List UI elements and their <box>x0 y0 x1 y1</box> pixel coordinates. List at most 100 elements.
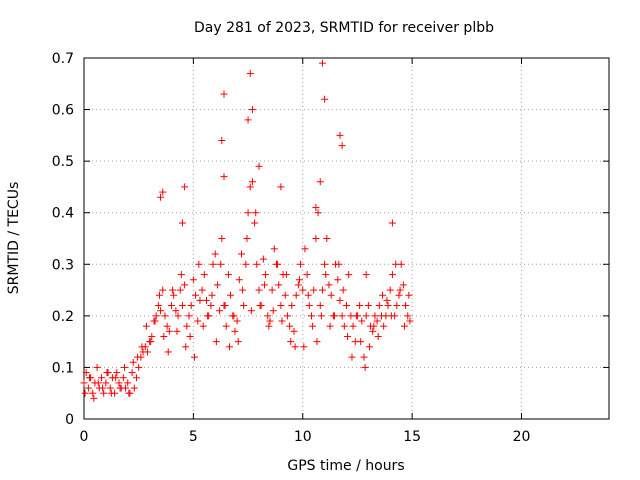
data-point <box>168 302 175 310</box>
data-point <box>152 312 160 320</box>
data-point <box>265 322 273 330</box>
data-point <box>360 353 368 361</box>
data-point <box>259 255 267 263</box>
data-point <box>244 209 252 217</box>
data-point <box>195 260 203 268</box>
y-tick-label: 0.2 <box>52 309 74 325</box>
data-point <box>252 209 260 217</box>
data-point <box>373 317 381 325</box>
data-point <box>371 312 379 320</box>
data-point <box>369 327 377 335</box>
data-point <box>388 219 396 227</box>
data-point <box>199 322 207 330</box>
data-point <box>288 302 296 310</box>
data-point <box>291 343 299 351</box>
data-point <box>268 286 276 294</box>
data-point <box>399 281 407 289</box>
data-point <box>192 291 200 299</box>
y-tick-label: 0.6 <box>52 103 74 119</box>
data-point <box>190 353 198 361</box>
data-point <box>240 302 248 310</box>
data-point <box>338 312 346 320</box>
data-point <box>134 353 142 361</box>
data-point <box>370 322 378 330</box>
data-point <box>147 338 155 346</box>
data-point <box>176 286 184 294</box>
data-point <box>317 312 325 320</box>
data-point <box>308 312 315 320</box>
data-point <box>330 312 338 320</box>
data-point <box>189 276 197 284</box>
chart-title: Day 281 of 2023, SRMTID for receiver plb… <box>194 20 494 36</box>
data-point <box>235 276 243 284</box>
data-point <box>247 307 255 315</box>
data-point <box>220 90 228 98</box>
data-point <box>208 291 216 299</box>
data-point <box>255 162 263 170</box>
data-point <box>218 235 226 242</box>
data-point <box>242 260 250 268</box>
data-point <box>172 307 180 315</box>
data-point <box>282 271 290 279</box>
data-point <box>200 271 208 279</box>
data-point <box>80 379 88 387</box>
data-point <box>133 374 140 382</box>
data-point <box>231 327 239 335</box>
data-point <box>292 291 300 299</box>
data-point <box>393 302 401 310</box>
x-axis-ticks: 0 5 10 15 20 <box>80 58 530 445</box>
data-point <box>196 296 204 304</box>
data-point <box>98 374 105 382</box>
data-point <box>310 286 318 294</box>
data-point <box>275 281 283 289</box>
data-point <box>81 389 89 397</box>
data-point <box>102 379 110 387</box>
data-point <box>207 302 215 310</box>
data-point <box>380 322 388 330</box>
data-point <box>246 69 254 77</box>
data-point <box>112 374 120 382</box>
data-point <box>178 219 186 227</box>
data-point <box>94 379 102 387</box>
gridlines <box>84 58 609 419</box>
data-point <box>287 338 295 346</box>
data-point <box>129 358 137 366</box>
data-point <box>248 106 256 114</box>
data-point <box>312 235 320 242</box>
data-point <box>204 312 212 320</box>
data-point <box>255 286 263 294</box>
data-point <box>125 389 133 397</box>
data-point <box>239 286 247 294</box>
x-tick-label: 15 <box>403 429 421 445</box>
data-point <box>316 302 324 310</box>
data-point <box>84 384 92 392</box>
data-point <box>387 312 395 320</box>
data-point <box>99 384 107 392</box>
data-point <box>163 322 171 330</box>
data-point <box>303 271 311 279</box>
data-point <box>262 271 270 279</box>
data-point <box>151 317 159 325</box>
y-tick-label: 0.7 <box>52 51 74 67</box>
y-axis-label: SRMTID / TECUs <box>6 182 22 295</box>
data-point <box>327 291 335 299</box>
data-point <box>338 142 346 150</box>
data-point <box>115 379 123 387</box>
data-point <box>253 260 261 268</box>
data-point <box>233 317 241 325</box>
data-point <box>278 317 286 325</box>
data-point <box>336 296 344 304</box>
y-tick-label: 0.5 <box>52 154 74 170</box>
data-point <box>181 183 189 191</box>
data-point <box>124 379 132 387</box>
data-point <box>277 302 285 310</box>
data-point <box>107 389 115 397</box>
data-point <box>159 188 167 196</box>
data-point <box>313 338 321 346</box>
data-point <box>362 312 370 320</box>
data-point <box>221 302 229 310</box>
data-point <box>300 343 308 351</box>
data-point <box>243 235 251 242</box>
data-point <box>335 260 343 268</box>
y-tick-label: 0.1 <box>52 360 74 376</box>
